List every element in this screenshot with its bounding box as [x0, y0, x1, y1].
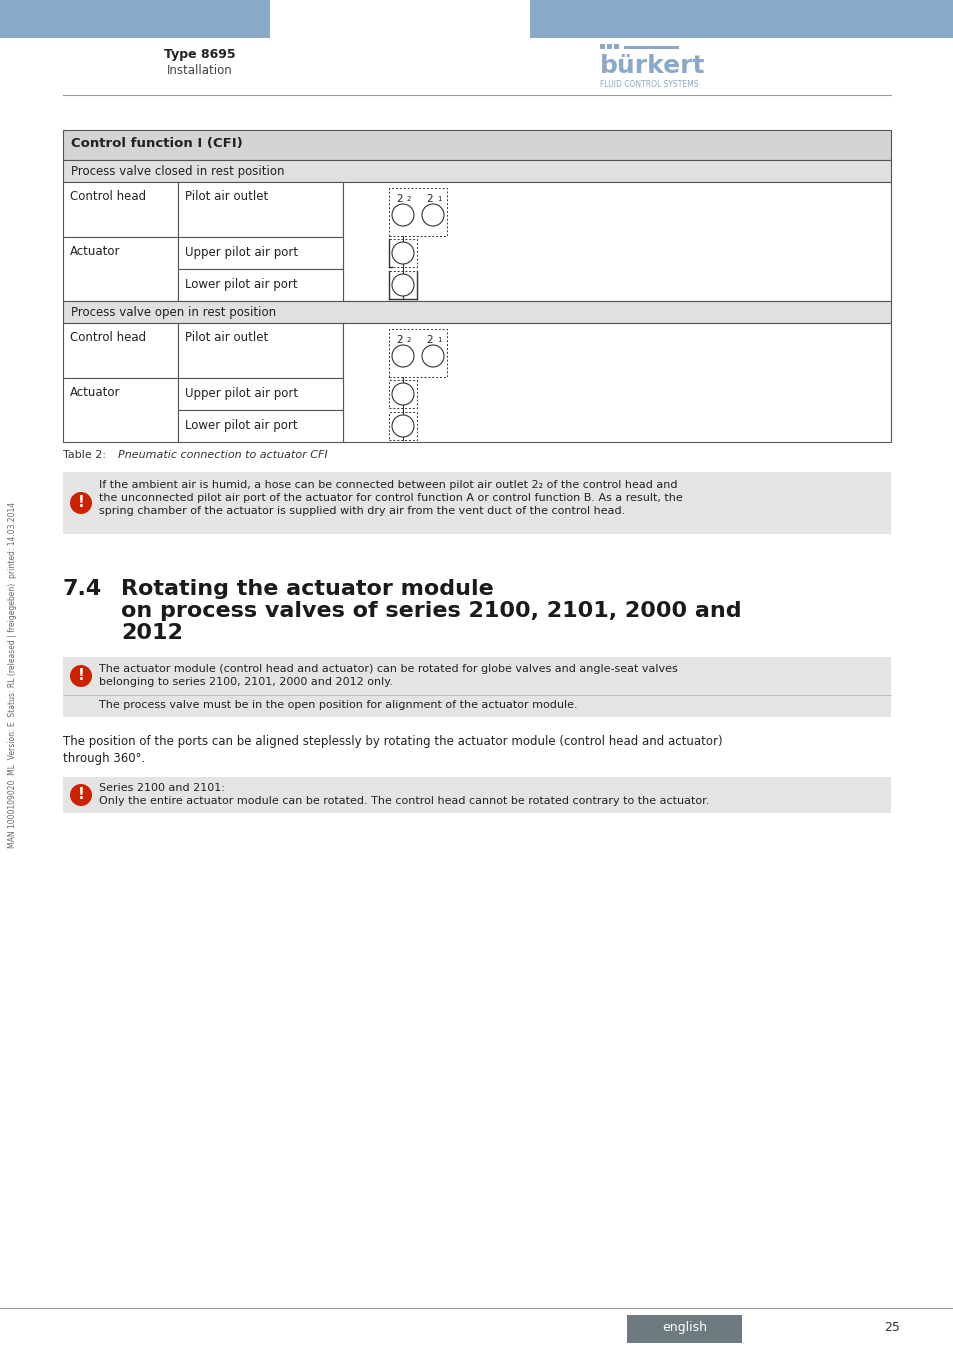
Bar [63, 301, 890, 323]
Text: bürkert: bürkert [599, 54, 705, 78]
Circle shape [392, 274, 414, 296]
Bar [63, 238, 178, 301]
Text: 1: 1 [436, 338, 441, 343]
Bar [178, 269, 343, 301]
Text: Type 8695: Type 8695 [164, 49, 235, 61]
Text: 2: 2 [426, 335, 433, 346]
Bar [63, 161, 890, 182]
Bar [343, 323, 890, 441]
Text: Rotating the actuator module: Rotating the actuator module [121, 579, 494, 599]
Circle shape [70, 666, 91, 687]
Text: The position of the ports can be aligned steplessly by rotating the actuator mod: The position of the ports can be aligned… [63, 734, 721, 765]
Bar [623, 46, 679, 49]
Text: Actuator: Actuator [70, 386, 120, 400]
Bar [178, 323, 343, 378]
Text: Process valve open in rest position: Process valve open in rest position [71, 306, 275, 319]
Text: 2: 2 [407, 196, 411, 202]
Text: Table 2:: Table 2: [63, 450, 106, 460]
Bar [530, 0, 953, 38]
Text: 25: 25 [883, 1322, 899, 1334]
Bar [343, 182, 890, 301]
Circle shape [392, 383, 414, 405]
Text: 1: 1 [436, 196, 441, 202]
Text: 2: 2 [426, 194, 433, 204]
Circle shape [392, 346, 414, 367]
Text: Lower pilot air port: Lower pilot air port [185, 418, 297, 432]
Bar [614, 45, 618, 49]
Bar [63, 657, 890, 717]
Text: Pilot air outlet: Pilot air outlet [185, 331, 268, 344]
Text: The actuator module (control head and actuator) can be rotated for globe valves : The actuator module (control head and ac… [99, 664, 677, 687]
Text: Upper pilot air port: Upper pilot air port [185, 387, 297, 400]
Bar [63, 472, 890, 535]
Bar [606, 45, 612, 49]
Circle shape [421, 346, 443, 367]
Text: 7.4: 7.4 [63, 579, 102, 599]
Bar [178, 182, 343, 238]
Text: Upper pilot air port: Upper pilot air port [185, 246, 297, 259]
Text: !: ! [77, 787, 85, 802]
Text: The process valve must be in the open position for alignment of the actuator mod: The process valve must be in the open po… [99, 701, 577, 710]
Bar [389, 271, 416, 298]
Text: Series 2100 and 2101:
Only the entire actuator module can be rotated. The contro: Series 2100 and 2101: Only the entire ac… [99, 783, 709, 806]
Circle shape [421, 204, 443, 225]
Text: !: ! [77, 495, 85, 510]
Text: Control head: Control head [70, 190, 146, 202]
Bar [389, 329, 447, 377]
Bar [389, 239, 416, 267]
Bar [178, 410, 343, 441]
Bar [389, 188, 447, 236]
Bar [389, 412, 416, 440]
Bar [63, 130, 890, 161]
Text: english: english [661, 1322, 707, 1334]
Circle shape [392, 204, 414, 225]
Text: 2: 2 [407, 338, 411, 343]
Bar [389, 379, 416, 408]
Text: Pneumatic connection to actuator CFI: Pneumatic connection to actuator CFI [118, 450, 327, 460]
Bar [599, 45, 604, 49]
Bar [626, 1315, 741, 1343]
Circle shape [70, 491, 91, 514]
Circle shape [392, 242, 414, 265]
Text: Process valve closed in rest position: Process valve closed in rest position [71, 165, 284, 178]
Text: FLUID CONTROL SYSTEMS: FLUID CONTROL SYSTEMS [599, 80, 698, 89]
Bar [63, 778, 890, 813]
Bar [178, 238, 343, 269]
Text: 2012: 2012 [121, 622, 183, 643]
Circle shape [70, 784, 91, 806]
Text: Control function I (CFI): Control function I (CFI) [71, 136, 242, 150]
Text: !: ! [77, 668, 85, 683]
Text: Lower pilot air port: Lower pilot air port [185, 278, 297, 292]
Text: Installation: Installation [167, 63, 233, 77]
Bar [63, 182, 178, 238]
Text: Control head: Control head [70, 331, 146, 344]
Circle shape [392, 414, 414, 437]
Text: on process valves of series 2100, 2101, 2000 and: on process valves of series 2100, 2101, … [121, 601, 740, 621]
Text: MAN 1000109020  ML  Version: E  Status: RL (released | freigegeben)  printed: 14: MAN 1000109020 ML Version: E Status: RL … [9, 502, 17, 848]
Text: Actuator: Actuator [70, 244, 120, 258]
Text: 2: 2 [396, 194, 403, 204]
Bar [0, 0, 270, 38]
Bar [63, 378, 178, 441]
Bar [63, 323, 178, 378]
Text: If the ambient air is humid, a hose can be connected between pilot air outlet 2₂: If the ambient air is humid, a hose can … [99, 481, 682, 517]
Text: 2: 2 [396, 335, 403, 346]
Bar [178, 378, 343, 410]
Text: Pilot air outlet: Pilot air outlet [185, 190, 268, 202]
